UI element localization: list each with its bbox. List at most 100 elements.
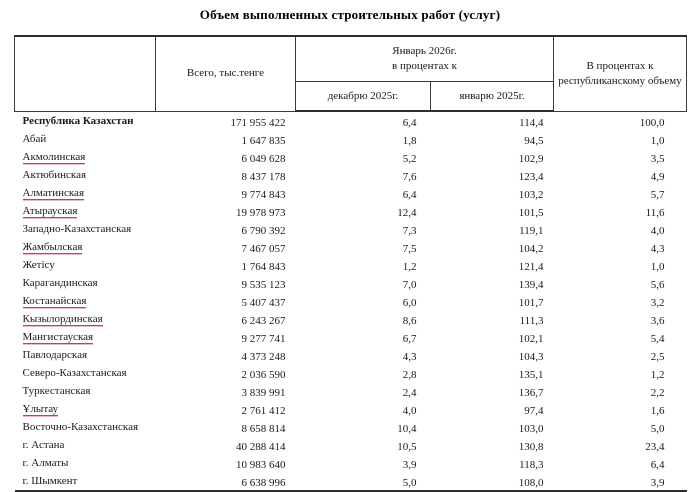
to-dec-value: 7,3	[402, 225, 417, 237]
total-value: 2 036 590	[241, 369, 286, 381]
to-dec-value: 4,0	[402, 405, 417, 417]
total-value: 4 373 248	[241, 351, 286, 363]
share-value: 4,0	[650, 225, 665, 237]
header-group-line1: Январь 2026г.	[392, 45, 457, 58]
table-row: Мангистауская 9 277 741 6,7 102,1 5,4	[15, 328, 687, 346]
region-link[interactable]: Ұлытау	[22, 403, 59, 416]
to-dec-value: 2,8	[402, 369, 417, 381]
to-dec-value: 6,4	[402, 117, 417, 129]
total-value: 2 761 412	[241, 405, 286, 417]
share-value: 1,2	[650, 369, 665, 381]
share-value: 3,5	[650, 153, 665, 165]
to-dec-value: 6,7	[402, 333, 417, 345]
region-link[interactable]: Жамбылская	[22, 241, 83, 254]
to-jan-value: 118,3	[519, 459, 544, 471]
share-value: 3,6	[650, 315, 665, 327]
share-value: 1,0	[650, 261, 665, 273]
share-value: 3,2	[650, 297, 665, 309]
region-label: г. Алматы	[22, 457, 69, 469]
region-link[interactable]: Кызылординская	[22, 313, 103, 326]
region-label: Карагандинская	[22, 277, 98, 289]
table-row: Жамбылская 7 467 057 7,5 104,2 4,3	[15, 238, 687, 256]
share-value: 11,6	[645, 207, 665, 219]
table-row: Кызылординская 6 243 267 8,6 111,3 3,6	[15, 310, 687, 328]
header-total: Всего, тыс.тенге	[155, 35, 296, 112]
table-row: Павлодарская 4 373 248 4,3 104,3 2,5	[15, 346, 687, 364]
share-value: 6,4	[650, 459, 665, 471]
share-value: 3,9	[553, 472, 687, 492]
total-value: 7 467 057	[241, 243, 286, 255]
region-link[interactable]: Костанайская	[22, 295, 87, 308]
table-row: Абай 1 647 835 1,8 94,5 1,0	[15, 130, 687, 148]
share-value: 4,3	[650, 243, 665, 255]
table-row: г. Астана 40 288 414 10,5 130,8 23,4	[15, 436, 687, 454]
total-value: 6 638 996	[155, 472, 296, 492]
to-dec-value: 10,4	[397, 423, 417, 435]
to-jan-value: 101,7	[518, 297, 544, 309]
header-republic-share: В процентах к республиканскому объему	[553, 35, 687, 112]
table-row: Актюбинская 8 437 178 7,6 123,4 4,9	[15, 166, 687, 184]
total-value: 1 647 835	[241, 135, 286, 147]
to-dec-value: 4,3	[402, 351, 417, 363]
region-link[interactable]: Акмолинская	[22, 151, 86, 164]
total-value: 6 049 628	[241, 153, 286, 165]
to-jan-value: 139,4	[518, 279, 544, 291]
to-dec-value: 10,5	[397, 441, 417, 453]
share-value: 23,4	[645, 441, 665, 453]
share-value: 1,6	[650, 405, 665, 417]
region-label: Северо-Казахстанская	[22, 367, 127, 379]
table-row: г. Шымкент 6 638 996 5,0 108,0 3,9	[14, 472, 687, 492]
header-region	[14, 35, 156, 112]
region-label: Восточно-Казахстанская	[22, 421, 139, 433]
region-label: Туркестанская	[22, 385, 91, 397]
total-value: 9 774 843	[241, 189, 286, 201]
region-link[interactable]: Мангистауская	[22, 331, 94, 344]
share-value: 2,2	[650, 387, 665, 399]
table-row: Республика Казахстан 171 955 422 6,4 114…	[15, 111, 687, 130]
table-body: Республика Казахстан 171 955 422 6,4 114…	[14, 111, 687, 492]
header-to-december: декабрю 2025г.	[295, 81, 431, 112]
share-value: 2,5	[650, 351, 665, 363]
region-label: г. Шымкент	[22, 475, 78, 487]
to-jan-value: 104,3	[518, 351, 544, 363]
to-dec-value: 5,2	[402, 153, 417, 165]
region-label: г. Астана	[22, 439, 65, 451]
table-row: Северо-Казахстанская 2 036 590 2,8 135,1…	[15, 364, 687, 382]
header-group-jan2026: Январь 2026г. в процентах к	[295, 35, 554, 82]
region-label: Республика Казахстан	[22, 114, 134, 127]
to-jan-value: 111,3	[519, 315, 544, 327]
to-jan-value: 94,5	[524, 135, 544, 147]
total-value: 5 407 437	[241, 297, 286, 309]
table-row: Карагандинская 9 535 123 7,0 139,4 5,6	[15, 274, 687, 292]
to-jan-value: 114,4	[519, 117, 544, 129]
to-jan-value: 103,2	[518, 189, 544, 201]
region-link[interactable]: Алматинская	[22, 187, 84, 200]
to-jan-value: 103,0	[518, 423, 544, 435]
to-jan-value: 97,4	[524, 405, 544, 417]
to-dec-value: 7,0	[402, 279, 417, 291]
page-title: Объем выполненных строительных работ (ус…	[199, 7, 501, 22]
total-value: 6 790 392	[241, 225, 286, 237]
share-value: 5,0	[650, 423, 665, 435]
table-row: Восточно-Казахстанская 8 658 814 10,4 10…	[15, 418, 687, 436]
to-dec-value: 1,2	[402, 261, 417, 273]
to-jan-value: 136,7	[518, 387, 544, 399]
share-value: 5,7	[650, 189, 665, 201]
to-jan-value: 102,9	[518, 153, 544, 165]
table-row: Алматинская 9 774 843 6,4 103,2 5,7	[15, 184, 687, 202]
total-value: 3 839 991	[241, 387, 286, 399]
region-link[interactable]: Атырауская	[22, 205, 78, 218]
to-dec-value: 6,4	[402, 189, 417, 201]
to-dec-value: 1,8	[402, 135, 417, 147]
total-value: 40 288 414	[236, 441, 286, 453]
to-dec-value: 2,4	[402, 387, 417, 399]
to-jan-value: 135,1	[518, 369, 544, 381]
table-row: Туркестанская 3 839 991 2,4 136,7 2,2	[15, 382, 687, 400]
table-row: Ұлытау 2 761 412 4,0 97,4 1,6	[15, 400, 687, 418]
to-jan-value: 119,1	[519, 225, 544, 237]
total-value: 8 437 178	[241, 171, 286, 183]
region-label: Абай	[22, 133, 47, 145]
to-dec-value: 8,6	[402, 315, 417, 327]
to-jan-value: 130,8	[518, 441, 544, 453]
total-value: 171 955 422	[230, 117, 286, 129]
